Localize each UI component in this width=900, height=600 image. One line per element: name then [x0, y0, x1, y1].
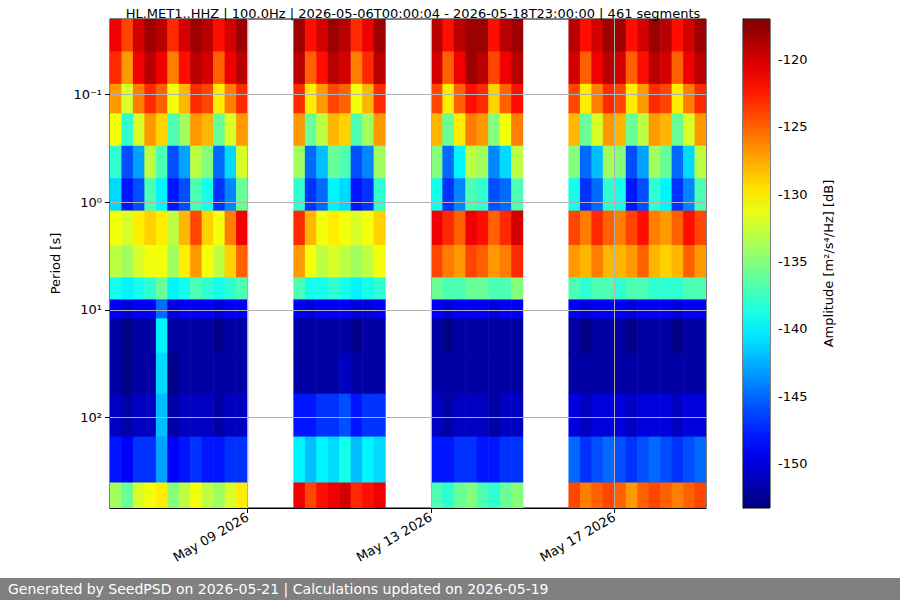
- svg-text:10⁻¹: 10⁻¹: [73, 87, 102, 102]
- svg-text:May 13 2026: May 13 2026: [354, 510, 435, 565]
- svg-text:May 09 2026: May 09 2026: [170, 510, 251, 565]
- svg-text:-135: -135: [778, 254, 808, 269]
- svg-text:-150: -150: [778, 456, 808, 471]
- svg-text:-125: -125: [778, 119, 808, 134]
- svg-text:10¹: 10¹: [80, 302, 102, 317]
- svg-text:-120: -120: [778, 52, 808, 67]
- svg-text:HL.MET1..HHZ | 100.0Hz | 2026-: HL.MET1..HHZ | 100.0Hz | 2026-05-06T00:0…: [126, 6, 701, 21]
- svg-text:-140: -140: [778, 321, 808, 336]
- svg-text:Period [s]: Period [s]: [48, 233, 63, 295]
- svg-text:10⁰: 10⁰: [80, 195, 102, 210]
- svg-text:-145: -145: [778, 389, 808, 404]
- svg-text:May 17 2026: May 17 2026: [537, 510, 618, 565]
- svg-text:Amplitude [m²/s⁴/Hz] [dB]: Amplitude [m²/s⁴/Hz] [dB]: [821, 180, 836, 348]
- svg-text:-130: -130: [778, 187, 808, 202]
- svg-text:Generated by SeedPSD on 2026-0: Generated by SeedPSD on 2026-05-21 | Cal…: [8, 581, 549, 598]
- svg-text:10²: 10²: [80, 410, 102, 425]
